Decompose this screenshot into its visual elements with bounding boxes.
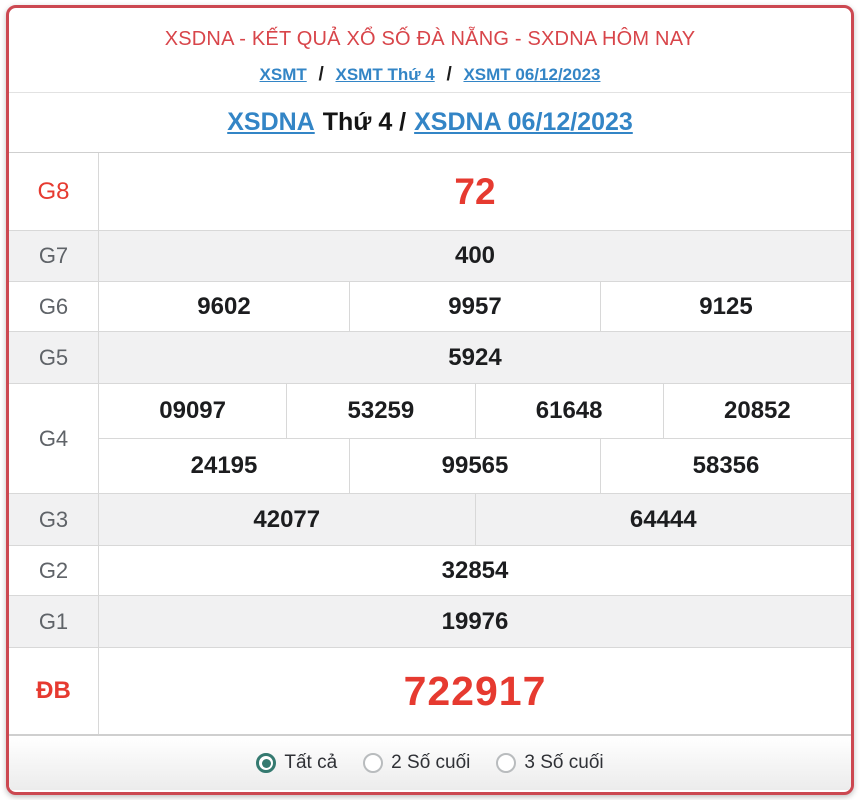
prize-label: G2: [9, 546, 99, 595]
table-row-g2: G2 32854: [9, 546, 851, 596]
prize-label: ĐB: [9, 648, 99, 734]
prize-value: 09097: [159, 397, 226, 424]
prize-label: G7: [9, 231, 99, 281]
prize-value: 32854: [441, 556, 509, 584]
filter-option-label: Tất cả: [284, 752, 338, 773]
results-table: G8 72 G7 400 G6 9602 9957 9125 G5 5924 G…: [9, 153, 851, 734]
prize-value: 400: [454, 242, 496, 269]
table-row-db: ĐB 722917: [9, 648, 851, 734]
prize-value: 9602: [197, 292, 251, 320]
breadcrumb-link-xsmt-date[interactable]: XSMT 06/12/2023: [463, 65, 601, 84]
table-row-g4: G4 09097 53259 61648 20852 24195 99565 5…: [9, 384, 851, 494]
table-row-g7: G7 400: [9, 231, 851, 282]
prize-label: G1: [9, 596, 99, 647]
prize-value: 42077: [253, 505, 321, 533]
prize-value: 20852: [662, 384, 851, 438]
filter-option-label: 3 Số cuối: [524, 752, 604, 773]
prize-value: 53259: [286, 384, 474, 438]
prize-label: G5: [9, 332, 99, 383]
page-title: XSDNA - KẾT QUẢ XỔ SỐ ĐÀ NẴNG - SXDNA HÔ…: [164, 28, 696, 50]
radio-unselected-icon[interactable]: [496, 753, 517, 773]
prize-value: 72: [454, 170, 496, 212]
prize-label: G3: [9, 494, 99, 545]
subheader-link-xsdna-date[interactable]: XSDNA 06/12/2023: [414, 108, 633, 136]
lottery-result-card: XSDNA - KẾT QUẢ XỔ SỐ ĐÀ NẴNG - SXDNA HÔ…: [6, 5, 854, 795]
subheader-link-xsdna[interactable]: XSDNA: [227, 108, 315, 136]
header: XSDNA - KẾT QUẢ XỔ SỐ ĐÀ NẴNG - SXDNA HÔ…: [9, 8, 851, 93]
prize-value: 99565: [349, 439, 600, 493]
breadcrumb-link-xsmt[interactable]: XSMT: [259, 65, 307, 84]
filter-option-all[interactable]: Tất cả: [256, 752, 337, 774]
subheader: XSDNA Thứ 4 / XSDNA 06/12/2023: [9, 93, 851, 153]
prize-value: 24195: [190, 452, 258, 479]
breadcrumb-link-xsmt-thu4[interactable]: XSMT Thứ 4: [335, 65, 435, 84]
table-row-g3: G3 42077 64444: [9, 494, 851, 546]
table-row-g6: G6 9602 9957 9125: [9, 282, 851, 332]
radio-unselected-icon[interactable]: [363, 753, 384, 773]
prize-value: 722917: [403, 667, 547, 714]
prize-label: G4: [9, 384, 99, 493]
filter-bar: Tất cả 2 Số cuối 3 Số cuối: [9, 734, 851, 790]
prize-value: 9125: [600, 282, 851, 331]
prize-value: 9957: [349, 282, 600, 331]
prize-value: 64444: [474, 494, 852, 545]
breadcrumb-separator: /: [446, 64, 452, 85]
prize-value: 5924: [448, 343, 502, 371]
prize-label: G8: [9, 153, 99, 230]
filter-option-label: 2 Số cuối: [391, 752, 471, 773]
breadcrumb: XSMT / XSMT Thứ 4 / XSMT 06/12/2023: [9, 64, 851, 86]
table-row-g1: G1 19976: [9, 596, 851, 648]
table-row-g5: G5 5924: [9, 332, 851, 384]
radio-selected-icon[interactable]: [256, 753, 277, 773]
filter-option-last2[interactable]: 2 Số cuối: [363, 752, 470, 774]
breadcrumb-separator: /: [318, 64, 324, 85]
table-row-g8: G8 72: [9, 153, 851, 231]
prize-label: G6: [9, 282, 99, 331]
filter-option-last3[interactable]: 3 Số cuối: [496, 752, 604, 774]
prize-value: 19976: [441, 607, 509, 635]
subheader-weekday-text: Thứ 4 /: [322, 108, 407, 136]
prize-value: 58356: [600, 439, 851, 493]
prize-value: 61648: [474, 384, 663, 438]
